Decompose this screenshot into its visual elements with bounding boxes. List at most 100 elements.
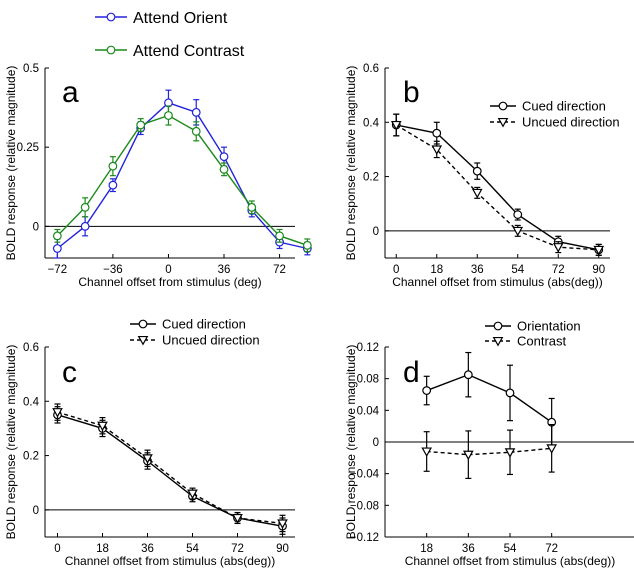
legend: Attend Orient Attend Contrast	[95, 10, 245, 60]
x-tick-label: 18	[430, 264, 443, 276]
series-line	[426, 447, 552, 456]
data-point	[187, 489, 198, 500]
data-point	[108, 161, 118, 171]
data-point	[390, 120, 402, 131]
panel-letter: c	[62, 356, 77, 389]
legend-label: Contrast	[517, 334, 567, 349]
data-point	[247, 202, 257, 212]
legend-label: Orientation	[517, 319, 581, 334]
x-axis-label: Channel offset from stimulus (abs(deg))	[405, 554, 616, 568]
data-point	[512, 226, 524, 237]
series-attend-orient	[52, 89, 312, 259]
data-point	[80, 202, 90, 212]
y-tick-label: 0.5	[23, 63, 39, 75]
y-tick-label: 0	[33, 221, 39, 233]
y-tick-label: 0.25	[17, 142, 39, 154]
panel-letter: d	[403, 356, 420, 389]
data-point	[504, 448, 516, 458]
series-line	[56, 114, 308, 246]
x-tick-label: 36	[471, 264, 484, 276]
y-tick-label: 0.04	[357, 405, 380, 417]
x-tick-label: −72	[48, 264, 68, 276]
legend-marker	[137, 335, 149, 346]
data-point	[505, 388, 515, 398]
x-tick-label: 36	[141, 543, 154, 555]
y-tick-label: 0.4	[23, 396, 40, 408]
x-axis-label: Channel offset from stimulus (abs(deg))	[65, 554, 276, 568]
y-tick-label: 0.4	[363, 117, 380, 129]
x-tick-label: 18	[96, 543, 109, 555]
y-axis-label: BOLD response (relative magnitude)	[344, 66, 358, 261]
legend-label: Uncued direction	[162, 333, 260, 348]
legend-label: Attend Contrast	[133, 43, 245, 60]
data-point	[52, 244, 62, 253]
series-uncued-direction	[52, 403, 288, 533]
series-line	[395, 124, 599, 251]
data-point	[421, 447, 432, 458]
data-point	[80, 221, 90, 231]
data-point	[219, 164, 229, 174]
panel-letter: b	[403, 76, 420, 109]
x-tick-label: 36	[218, 264, 231, 276]
x-tick-label: 72	[231, 543, 244, 555]
data-point	[552, 243, 564, 253]
x-tick-label: 54	[504, 543, 517, 555]
series-uncued-direction	[390, 113, 605, 256]
legend-label: Uncued direction	[522, 115, 620, 130]
legend-marker	[106, 12, 116, 22]
data-point	[432, 128, 442, 138]
legend-marker	[106, 45, 116, 55]
data-point	[463, 450, 474, 461]
data-point	[422, 386, 432, 395]
x-tick-label: 72	[273, 264, 286, 276]
x-tick-label: 18	[420, 543, 433, 555]
data-point	[471, 188, 483, 199]
data-point	[275, 231, 284, 241]
legend-marker	[497, 117, 509, 128]
panel-letter: a	[62, 76, 79, 109]
x-tick-label: 90	[592, 264, 605, 276]
data-point	[52, 231, 62, 241]
x-tick-label: 72	[552, 264, 565, 276]
y-tick-label: −0.08	[350, 500, 379, 512]
legend-label: Cued direction	[162, 317, 246, 332]
x-tick-label: −36	[103, 264, 123, 276]
y-tick-label: 0	[373, 437, 379, 449]
legend-label: Attend Orient	[133, 10, 228, 27]
legend-marker	[493, 321, 503, 331]
x-tick-label: 0	[165, 264, 171, 276]
x-axis-label: Channel offset from stimulus (deg)	[78, 275, 261, 289]
y-axis-label: BOLD response (relative magnitude)	[4, 345, 18, 540]
data-point	[593, 245, 605, 256]
legend-marker	[498, 101, 508, 111]
y-tick-label: 0.2	[23, 451, 39, 463]
series-attend-contrast	[52, 105, 312, 253]
x-tick-label: 0	[54, 543, 60, 555]
y-tick-label: 0.08	[357, 374, 379, 386]
data-point	[431, 145, 443, 155]
series-cued-direction	[53, 406, 287, 535]
y-axis-label: BOLD response (relative magnitude)	[4, 66, 18, 261]
series-line	[396, 124, 599, 251]
data-point	[164, 111, 173, 120]
y-axis-label: BOLD response (relative magnitude)	[344, 345, 358, 540]
series-orientation	[422, 351, 557, 447]
x-tick-label: 72	[545, 543, 558, 555]
panel-a: 0 0.25 0.5 −72 −36 0 36 72 Channel offset from s…	[4, 10, 312, 289]
y-tick-label: 0.12	[357, 342, 379, 354]
data-point	[513, 210, 523, 219]
y-tick-label: −0.04	[350, 469, 380, 481]
x-tick-label: 36	[462, 543, 475, 555]
data-point	[232, 513, 243, 524]
series-line	[57, 411, 283, 525]
y-tick-label: 0.6	[363, 63, 379, 75]
legend-marker	[138, 319, 148, 329]
legend-marker	[492, 336, 504, 347]
y-tick-label: 0.6	[23, 342, 39, 354]
x-tick-label: 0	[393, 264, 399, 276]
